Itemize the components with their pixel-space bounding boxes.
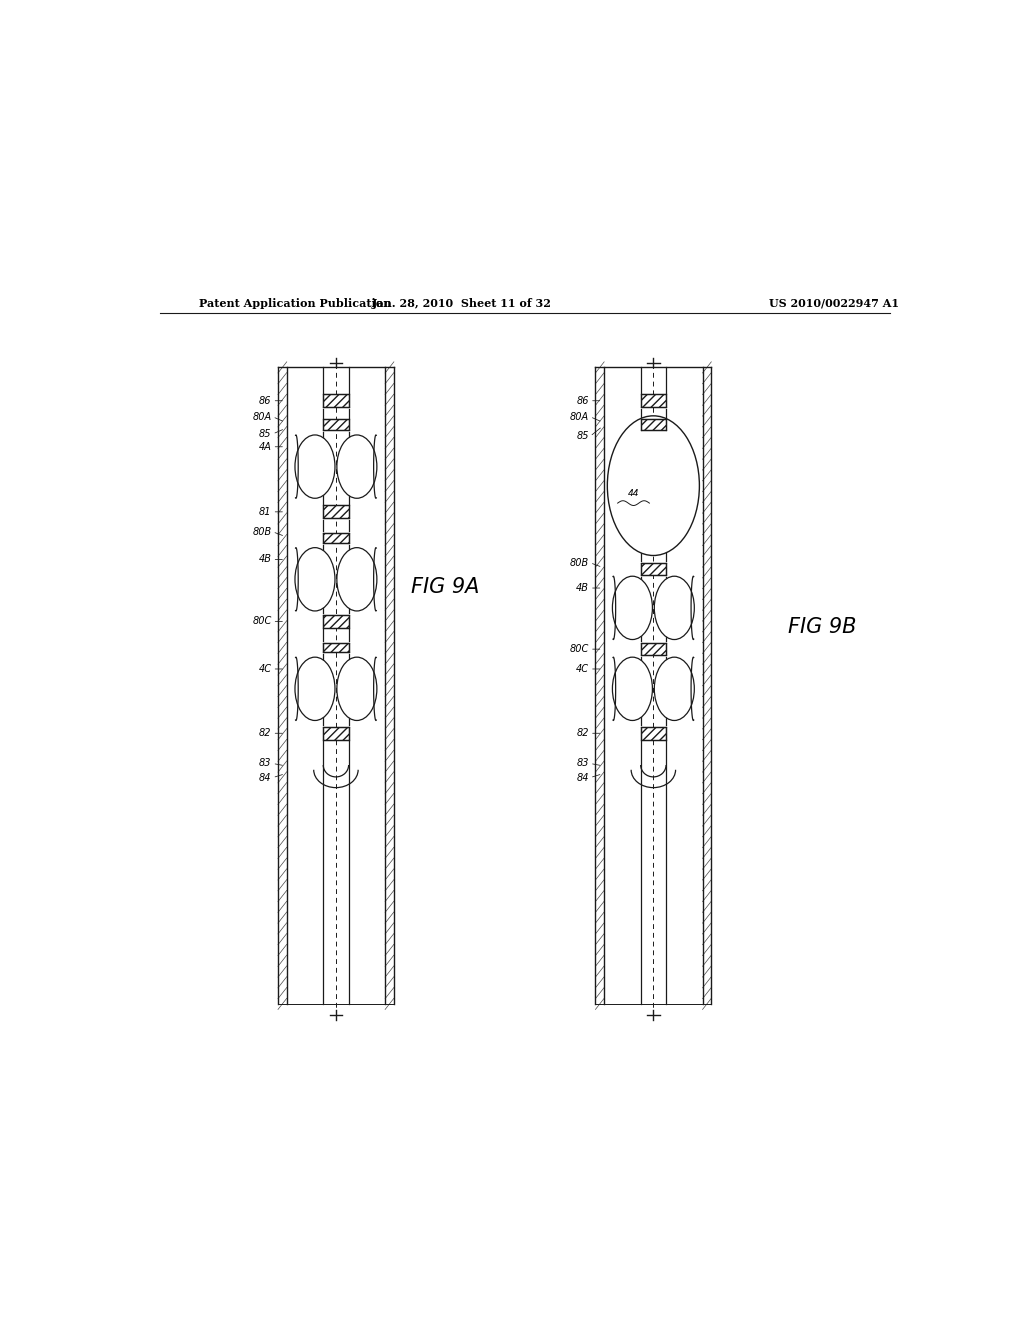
Ellipse shape bbox=[295, 657, 335, 721]
Text: FIG 9A: FIG 9A bbox=[412, 577, 479, 597]
Ellipse shape bbox=[612, 657, 652, 721]
Text: 82: 82 bbox=[577, 729, 589, 738]
Text: 83: 83 bbox=[259, 759, 271, 768]
Text: Patent Application Publication: Patent Application Publication bbox=[200, 297, 392, 309]
Text: 80B: 80B bbox=[252, 527, 271, 537]
Ellipse shape bbox=[337, 548, 377, 611]
Bar bbox=[324, 420, 348, 430]
Bar bbox=[324, 615, 348, 628]
Text: 4A: 4A bbox=[259, 442, 271, 451]
Bar bbox=[324, 533, 348, 544]
Bar bbox=[641, 420, 666, 430]
Bar bbox=[641, 643, 666, 656]
Text: 4C: 4C bbox=[259, 664, 271, 675]
Text: 4B: 4B bbox=[259, 554, 271, 565]
Ellipse shape bbox=[654, 657, 694, 721]
Bar bbox=[641, 395, 666, 407]
Bar bbox=[324, 533, 348, 544]
Text: 84: 84 bbox=[577, 772, 589, 783]
Ellipse shape bbox=[337, 436, 377, 498]
Text: 44: 44 bbox=[628, 490, 639, 498]
Text: 82: 82 bbox=[259, 729, 271, 738]
Ellipse shape bbox=[337, 657, 377, 721]
Bar bbox=[324, 727, 348, 739]
Text: 86: 86 bbox=[577, 396, 589, 405]
Text: 80C: 80C bbox=[569, 644, 589, 655]
Text: 84: 84 bbox=[259, 772, 271, 783]
Text: 81: 81 bbox=[259, 507, 271, 517]
Bar bbox=[324, 506, 348, 519]
Bar bbox=[324, 643, 348, 652]
Ellipse shape bbox=[654, 577, 694, 639]
Text: FIG 9B: FIG 9B bbox=[788, 616, 857, 638]
Text: 80A: 80A bbox=[253, 412, 271, 421]
Bar bbox=[324, 395, 348, 407]
Text: US 2010/0022947 A1: US 2010/0022947 A1 bbox=[769, 297, 899, 309]
Bar bbox=[641, 420, 666, 430]
Bar bbox=[641, 643, 666, 656]
Bar bbox=[641, 727, 666, 739]
Text: 80C: 80C bbox=[252, 616, 271, 627]
Text: 85: 85 bbox=[259, 429, 271, 440]
Text: 80A: 80A bbox=[570, 412, 589, 421]
Ellipse shape bbox=[295, 548, 335, 611]
Text: Jan. 28, 2010  Sheet 11 of 32: Jan. 28, 2010 Sheet 11 of 32 bbox=[372, 297, 551, 309]
Text: 86: 86 bbox=[259, 396, 271, 405]
Bar bbox=[324, 615, 348, 628]
Text: 4C: 4C bbox=[577, 664, 589, 675]
Bar bbox=[641, 727, 666, 739]
Bar bbox=[324, 506, 348, 519]
Ellipse shape bbox=[607, 416, 699, 556]
Ellipse shape bbox=[612, 577, 652, 639]
Text: 83: 83 bbox=[577, 759, 589, 768]
Bar bbox=[641, 395, 666, 407]
Bar bbox=[324, 643, 348, 652]
Text: 4B: 4B bbox=[577, 583, 589, 593]
Bar bbox=[324, 727, 348, 739]
Bar bbox=[324, 420, 348, 430]
Bar bbox=[324, 395, 348, 407]
Ellipse shape bbox=[295, 436, 335, 498]
Bar bbox=[641, 562, 666, 576]
Text: 80B: 80B bbox=[569, 557, 589, 568]
Text: 85: 85 bbox=[577, 432, 589, 441]
Bar bbox=[641, 562, 666, 576]
